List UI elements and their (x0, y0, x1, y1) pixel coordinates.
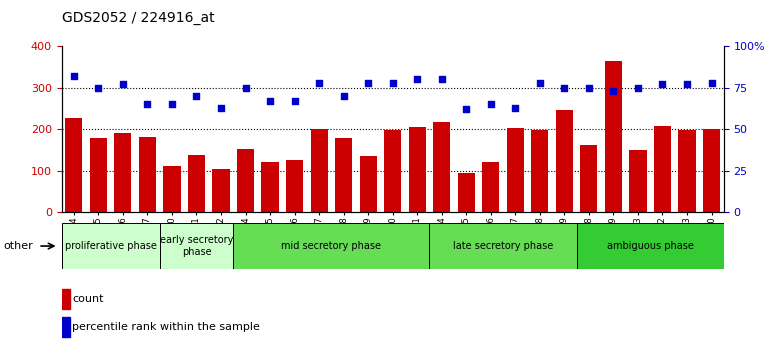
Point (387, 80, 399, 85)
Bar (163, 166, 180, 212)
Bar (188, 155, 205, 212)
Bar (430, 223, 577, 269)
Point (460, 107, 473, 112)
Bar (678, 130, 695, 212)
Bar (360, 156, 377, 212)
Point (534, 80, 546, 85)
Point (92, 85, 105, 91)
Point (190, 93, 203, 99)
Point (681, 81, 693, 87)
Text: early secretory
phase: early secretory phase (160, 235, 233, 257)
Text: other: other (4, 241, 34, 251)
Point (436, 76, 448, 82)
Bar (654, 126, 671, 212)
Bar (507, 129, 524, 212)
Point (656, 81, 668, 87)
Point (166, 101, 178, 107)
Point (215, 105, 227, 110)
Bar (482, 162, 500, 212)
Text: count: count (72, 294, 104, 304)
Text: percentile rank within the sample: percentile rank within the sample (72, 322, 260, 332)
Bar (286, 160, 303, 212)
Bar (703, 129, 720, 212)
Bar (114, 133, 132, 212)
Bar (262, 162, 279, 212)
Point (583, 85, 595, 91)
Point (313, 80, 325, 85)
Bar (65, 118, 82, 212)
Bar (159, 223, 233, 269)
Point (141, 101, 153, 107)
Bar (629, 150, 647, 212)
Bar (310, 129, 328, 212)
Bar (434, 122, 450, 212)
Point (362, 80, 374, 85)
Point (558, 85, 571, 91)
Point (411, 76, 424, 82)
Text: GDS2052 / 224916_at: GDS2052 / 224916_at (62, 11, 214, 25)
Point (337, 93, 350, 99)
Bar (139, 137, 156, 212)
Bar (581, 144, 598, 212)
Text: proliferative phase: proliferative phase (65, 241, 156, 251)
Point (289, 98, 301, 104)
Point (705, 80, 718, 85)
Text: late secretory phase: late secretory phase (453, 241, 553, 251)
Bar (335, 138, 352, 212)
Bar (577, 223, 724, 269)
Bar (409, 127, 426, 212)
Point (484, 101, 497, 107)
Bar (384, 130, 401, 212)
Point (117, 81, 129, 87)
Bar (62, 289, 69, 309)
Bar (233, 223, 430, 269)
Bar (213, 169, 229, 212)
Point (239, 85, 252, 91)
Point (509, 105, 521, 110)
Point (264, 98, 276, 104)
Text: mid secretory phase: mid secretory phase (281, 241, 381, 251)
Bar (605, 61, 622, 212)
Bar (531, 131, 548, 212)
Bar (62, 223, 159, 269)
Point (68, 73, 80, 79)
Bar (457, 173, 475, 212)
Text: ambiguous phase: ambiguous phase (607, 241, 694, 251)
Bar (62, 317, 69, 337)
Bar (556, 110, 573, 212)
Bar (90, 138, 107, 212)
Point (632, 85, 644, 91)
Point (608, 88, 620, 94)
Bar (237, 149, 254, 212)
